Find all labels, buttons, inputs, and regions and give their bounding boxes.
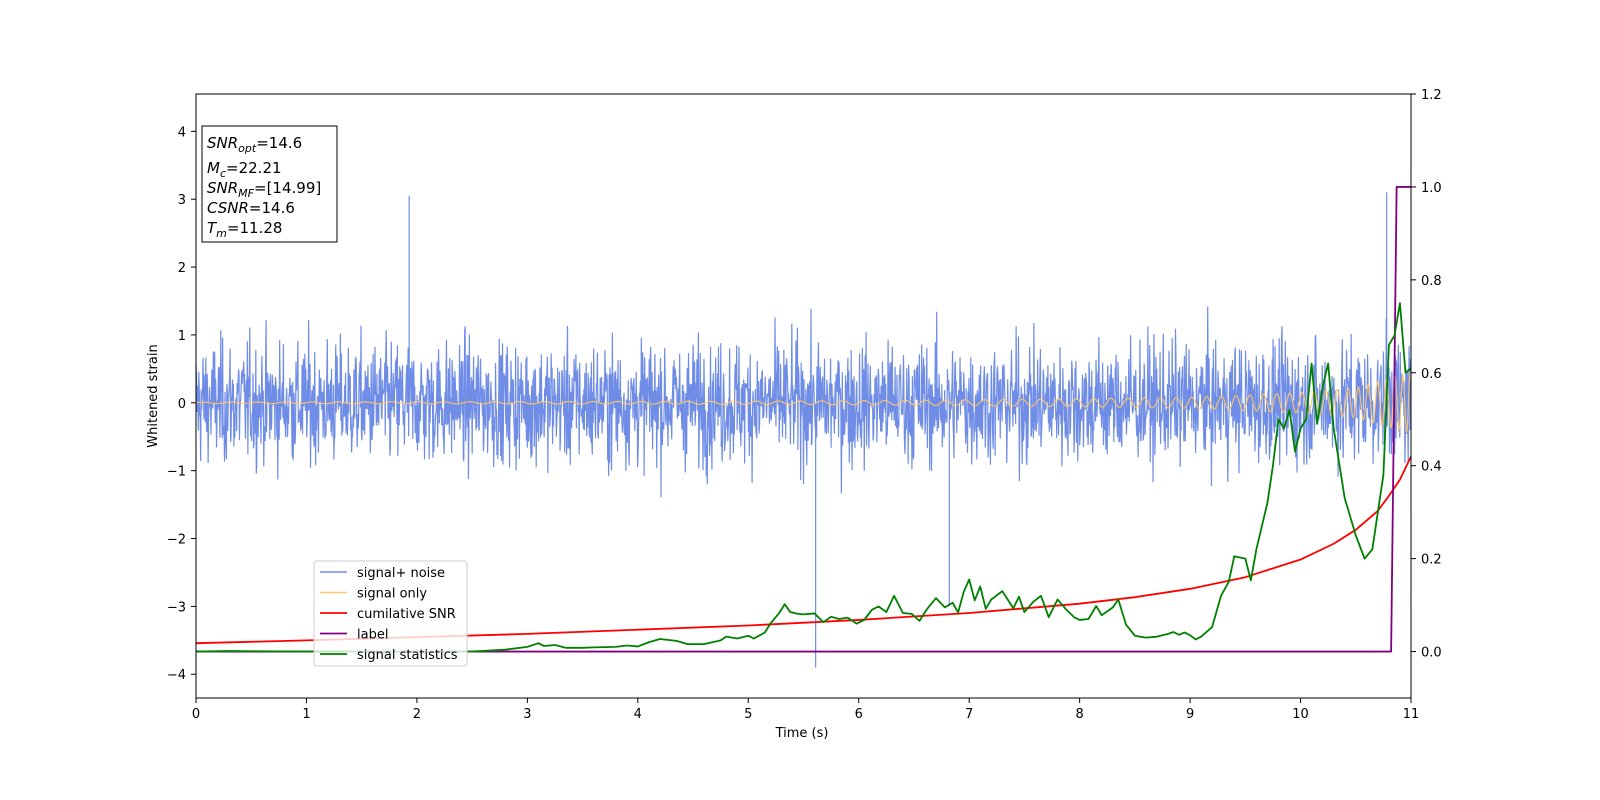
x-tick-label: 1 — [302, 707, 310, 722]
y-right-tick-label: 1.2 — [1421, 88, 1442, 103]
stats-box: SNRopt=14.6 Mc=22.21 SNRMF=[14.99] CSNR=… — [201, 125, 338, 243]
x-tick-label: 9 — [1186, 707, 1194, 722]
x-tick-label: 5 — [744, 707, 752, 722]
y-right-tick-label: 0.0 — [1421, 646, 1442, 661]
stats-snr-opt: SNRopt=14.6 — [207, 134, 302, 155]
series-label — [196, 186, 1411, 653]
stats-tm: Tm=11.28 — [207, 219, 282, 240]
y-right-tick-label: 0.4 — [1421, 460, 1442, 475]
legend: signal+ noise signal only cumilative SNR la… — [313, 560, 468, 667]
legend-entry-label: label — [320, 628, 388, 643]
y-left-tick-label: −2 — [167, 533, 186, 548]
plot-frame — [195, 93, 1412, 699]
x-axis-title: Time (s) — [775, 726, 829, 741]
x-tick-label: 4 — [634, 707, 642, 722]
y-left-tick-label: 2 — [178, 261, 186, 276]
y-axis-title: Whitened strain — [146, 344, 161, 447]
stats-snr-mf: SNRMF=[14.99] — [207, 179, 321, 200]
legend-entry-signal-statistics: signal statistics — [320, 648, 458, 663]
series-signal-noise — [196, 192, 1411, 668]
y-left-tick-label: 3 — [178, 193, 186, 208]
x-axis: 0 1 2 3 4 5 6 7 8 9 10 11 — [192, 698, 1419, 722]
legend-entry-signal-noise: signal+ noise — [320, 566, 445, 581]
legend-label: signal only — [357, 587, 427, 602]
y-left-tick-label: 1 — [178, 329, 186, 344]
series-signal-statistics — [196, 302, 1411, 653]
y-left-tick-label: −3 — [167, 600, 186, 615]
legend-label: signal statistics — [357, 648, 458, 663]
y-left-tick-label: 4 — [178, 125, 186, 140]
x-tick-label: 2 — [413, 707, 421, 722]
y-left-tick-label: 0 — [178, 397, 186, 412]
y-right-tick-label: 0.6 — [1421, 367, 1442, 382]
y-axis-right: 0.0 0.2 0.4 0.6 0.8 1.0 1.2 — [1411, 88, 1442, 661]
y-right-tick-label: 0.8 — [1421, 274, 1442, 289]
legend-label: cumilative SNR — [357, 607, 456, 622]
x-tick-label: 0 — [192, 707, 200, 722]
x-tick-label: 11 — [1403, 707, 1420, 722]
legend-frame — [313, 560, 468, 667]
legend-entry-cumulative-snr: cumilative SNR — [320, 607, 456, 622]
y-right-tick-label: 0.2 — [1421, 553, 1442, 568]
stats-box-frame — [201, 125, 338, 243]
x-tick-label: 8 — [1075, 707, 1083, 722]
x-tick-label: 10 — [1292, 707, 1309, 722]
series-signal-only — [196, 372, 1411, 434]
stats-csnr: CSNR=14.6 — [207, 199, 295, 217]
y-left-tick-label: −4 — [167, 668, 186, 683]
stats-mc: Mc=22.21 — [207, 159, 282, 180]
legend-label: label — [357, 628, 388, 643]
legend-label: signal+ noise — [357, 566, 445, 581]
x-tick-label: 3 — [523, 707, 531, 722]
y-right-tick-label: 1.0 — [1421, 181, 1442, 196]
y-axis-left: −4 −3 −2 −1 0 1 2 3 4 — [167, 125, 196, 683]
x-tick-label: 6 — [855, 707, 863, 722]
series-layer — [196, 186, 1411, 668]
y-left-tick-label: −1 — [167, 465, 186, 480]
legend-entry-signal-only: signal only — [320, 587, 427, 602]
x-tick-label: 7 — [965, 707, 973, 722]
